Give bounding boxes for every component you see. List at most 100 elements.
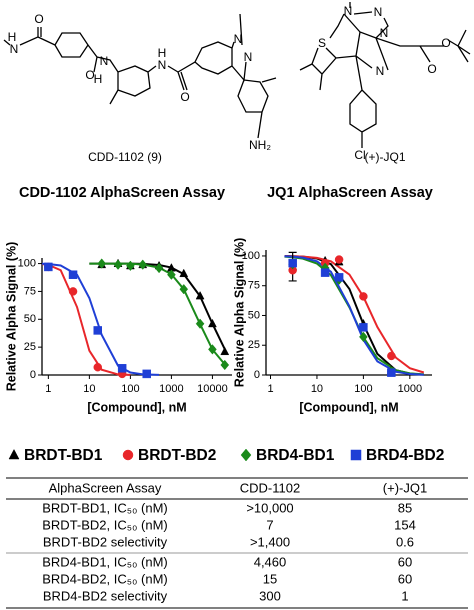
- data-point: [97, 258, 107, 269]
- data-point: [359, 331, 368, 343]
- data-point: [334, 273, 344, 282]
- legend-label: BRD4-BD2: [366, 447, 444, 464]
- table-cell: BRDT-BD2 selectivity: [43, 534, 168, 549]
- y-tick-label: 100: [242, 250, 260, 262]
- x-tick-label: 1000: [398, 383, 422, 395]
- table-cell: 60: [398, 571, 412, 586]
- table-cell: 15: [263, 571, 277, 586]
- data-point: [359, 292, 368, 301]
- chart-title: JQ1 AlphaScreen Assay: [267, 185, 433, 201]
- atom-label: Cl: [354, 148, 365, 162]
- data-point: [179, 268, 189, 278]
- y-tick-label: 0: [30, 369, 36, 381]
- table-cell: 154: [394, 517, 416, 532]
- atom-label: H: [8, 30, 17, 44]
- legend-marker: [240, 448, 252, 462]
- x-axis-label: [Compound], nM: [87, 400, 186, 414]
- x-tick-label: 10000: [197, 383, 228, 395]
- table-cell: 85: [398, 500, 412, 515]
- atom-label: NH₂: [249, 138, 271, 152]
- data-point: [179, 284, 189, 295]
- x-tick-label: 1: [267, 383, 273, 395]
- y-tick-label: 25: [248, 339, 260, 351]
- data-point: [93, 326, 102, 335]
- legend-marker: [350, 449, 362, 461]
- legend-label: BRDT-BD2: [138, 447, 216, 464]
- data-point: [359, 323, 368, 332]
- fit-curve: [284, 255, 424, 376]
- table-cell: 1: [401, 588, 408, 603]
- table-cell: 60: [398, 554, 412, 569]
- data-point: [387, 351, 396, 361]
- data-point: [220, 346, 230, 356]
- atom-label: O: [441, 36, 450, 50]
- atom-label: O: [85, 68, 94, 82]
- atom-label: N: [234, 32, 243, 46]
- table-cell: >10,000: [246, 500, 293, 515]
- atom-label: N: [374, 5, 383, 19]
- fit-curve: [41, 262, 160, 376]
- table-cell: BRD4-BD1, IC₅₀ (nM): [42, 554, 167, 569]
- data-point: [126, 260, 135, 271]
- data-point: [387, 368, 396, 377]
- x-tick-label: 10: [83, 383, 95, 395]
- y-tick-label: 50: [24, 313, 36, 325]
- atom-label: N: [244, 50, 253, 64]
- table-cell: BRDT-BD2, IC₅₀ (nM): [42, 517, 167, 532]
- data-point: [138, 259, 148, 270]
- data-point: [320, 268, 330, 277]
- data-point: [154, 262, 164, 274]
- fit-curve: [89, 262, 226, 350]
- y-tick-label: 50: [248, 309, 260, 321]
- x-tick-label: 1: [45, 383, 51, 395]
- x-axis-label: [Compound], nM: [299, 400, 398, 414]
- data-point: [334, 255, 344, 264]
- bond: [3, 13, 277, 139]
- structure-jq1: [299, 2, 471, 148]
- table-header: AlphaScreen Assay: [49, 480, 162, 495]
- fit-curve: [41, 263, 131, 376]
- y-tick-label: 25: [24, 341, 36, 353]
- table-cell: BRD4-BD2 selectivity: [43, 588, 168, 603]
- y-tick-label: 100: [18, 257, 36, 269]
- x-tick-label: 100: [121, 383, 139, 395]
- atom-label: N: [376, 64, 385, 78]
- table-cell: 300: [259, 588, 281, 603]
- legend-marker: [122, 449, 134, 461]
- y-axis-label: Relative Alpha Signal (%): [232, 238, 246, 388]
- atom-label: N: [10, 42, 19, 56]
- data-point: [113, 259, 123, 270]
- data-point: [208, 318, 217, 328]
- structure-cdd-1102: [3, 13, 277, 139]
- table-cell: 0.6: [396, 534, 414, 549]
- x-tick-label: 10: [311, 383, 323, 395]
- structure-caption: CDD-1102 (9): [88, 150, 162, 164]
- atom-label: N: [158, 58, 167, 72]
- atom-label: O: [427, 62, 436, 76]
- atom-label: N: [380, 26, 389, 40]
- atom-label: H: [158, 46, 167, 60]
- y-tick-label: 0: [254, 369, 260, 381]
- fit-curve: [284, 255, 425, 374]
- legend-marker: [8, 448, 20, 460]
- data-point: [220, 359, 230, 371]
- table-cell: >1,400: [250, 534, 290, 549]
- data-point: [167, 269, 176, 280]
- data-point: [288, 258, 297, 268]
- atom-label: N: [344, 4, 353, 18]
- data-point: [68, 287, 78, 296]
- x-tick-label: 100: [354, 383, 372, 395]
- atom-label: O: [34, 12, 43, 26]
- data-point: [68, 270, 78, 279]
- table-cell: 4,460: [254, 554, 287, 569]
- atom-label: O: [180, 90, 189, 104]
- data-point: [117, 364, 127, 373]
- atom-label: N: [100, 54, 109, 68]
- structure-caption: (+)-JQ1: [364, 150, 405, 164]
- legend-label: BRDT-BD1: [24, 447, 103, 464]
- atom-label: S: [318, 36, 326, 50]
- data-point: [208, 344, 217, 355]
- table-cell: BRDT-BD1, IC₅₀ (nM): [42, 500, 167, 515]
- data-point: [195, 290, 205, 300]
